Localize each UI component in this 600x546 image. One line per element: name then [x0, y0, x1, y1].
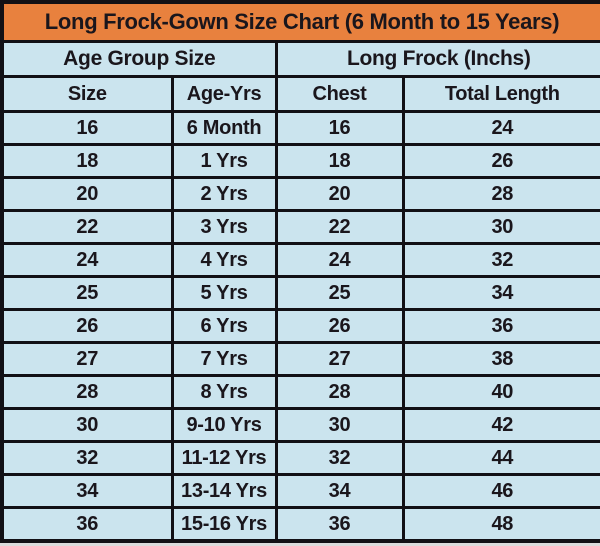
column-group-row: Age Group Size Long Frock (Inchs)	[0, 40, 600, 78]
table-cell: 18	[274, 143, 405, 179]
column-header-row: Size Age-Yrs Chest Total Length	[0, 75, 600, 113]
size-chart-header: Long Frock-Gown Size Chart (6 Month to 1…	[0, 0, 600, 113]
table-cell: 22	[0, 209, 174, 245]
table-cell: 36	[0, 506, 174, 543]
table-cell: 6 Yrs	[170, 308, 278, 344]
column-header-age-yrs: Age-Yrs	[170, 75, 278, 113]
title-row: Long Frock-Gown Size Chart (6 Month to 1…	[0, 0, 600, 43]
table-cell: 7 Yrs	[170, 341, 278, 377]
table-cell: 32	[0, 440, 174, 476]
table-cell: 28	[274, 374, 405, 410]
table-cell: 8 Yrs	[170, 374, 278, 410]
table-row: 34 13-14 Yrs 34 46	[0, 473, 600, 509]
table-cell: 5 Yrs	[170, 275, 278, 311]
table-cell: 20	[274, 176, 405, 212]
table-cell: 4 Yrs	[170, 242, 278, 278]
column-header-size: Size	[0, 75, 174, 113]
table-cell: 27	[0, 341, 174, 377]
table-cell: 11-12 Yrs	[170, 440, 278, 476]
table-cell: 6 Month	[170, 110, 278, 146]
size-table-body: 16 6 Month 16 24 18 1 Yrs 18 26 20 2 Yrs 20 28 22 3 Y…	[0, 110, 600, 543]
table-cell: 9-10 Yrs	[170, 407, 278, 443]
table-cell: 34	[0, 473, 174, 509]
table-cell: 25	[274, 275, 405, 311]
table-row: 22 3 Yrs 22 30	[0, 209, 600, 245]
table-cell: 16	[0, 110, 174, 146]
chart-title: Long Frock-Gown Size Chart (6 Month to 1…	[0, 0, 600, 43]
table-cell: 48	[401, 506, 600, 543]
table-cell: 22	[274, 209, 405, 245]
table-cell: 46	[401, 473, 600, 509]
table-row: 27 7 Yrs 27 38	[0, 341, 600, 377]
table-cell: 44	[401, 440, 600, 476]
table-row: 18 1 Yrs 18 26	[0, 143, 600, 179]
column-group-long-frock: Long Frock (Inchs)	[274, 40, 600, 78]
table-row: 32 11-12 Yrs 32 44	[0, 440, 600, 476]
table-cell: 2 Yrs	[170, 176, 278, 212]
table-cell: 18	[0, 143, 174, 179]
table-cell: 26	[0, 308, 174, 344]
table-row: 24 4 Yrs 24 32	[0, 242, 600, 278]
column-header-chest: Chest	[274, 75, 405, 113]
table-row: 20 2 Yrs 20 28	[0, 176, 600, 212]
table-cell: 16	[274, 110, 405, 146]
table-cell: 36	[274, 506, 405, 543]
table-cell: 34	[274, 473, 405, 509]
table-cell: 26	[274, 308, 405, 344]
column-header-total-length: Total Length	[401, 75, 600, 113]
table-cell: 24	[274, 242, 405, 278]
table-cell: 25	[0, 275, 174, 311]
table-cell: 38	[401, 341, 600, 377]
table-cell: 13-14 Yrs	[170, 473, 278, 509]
table-cell: 15-16 Yrs	[170, 506, 278, 543]
column-group-age: Age Group Size	[0, 40, 278, 78]
table-cell: 1 Yrs	[170, 143, 278, 179]
table-cell: 24	[401, 110, 600, 146]
table-cell: 30	[401, 209, 600, 245]
table-cell: 26	[401, 143, 600, 179]
table-cell: 42	[401, 407, 600, 443]
table-cell: 32	[401, 242, 600, 278]
table-row: 26 6 Yrs 26 36	[0, 308, 600, 344]
table-row: 25 5 Yrs 25 34	[0, 275, 600, 311]
table-cell: 24	[0, 242, 174, 278]
table-cell: 3 Yrs	[170, 209, 278, 245]
table-row: 28 8 Yrs 28 40	[0, 374, 600, 410]
table-cell: 30	[274, 407, 405, 443]
table-row: 36 15-16 Yrs 36 48	[0, 506, 600, 543]
table-cell: 28	[401, 176, 600, 212]
table-cell: 20	[0, 176, 174, 212]
table-cell: 27	[274, 341, 405, 377]
table-cell: 30	[0, 407, 174, 443]
table-row: 16 6 Month 16 24	[0, 110, 600, 146]
table-cell: 36	[401, 308, 600, 344]
table-cell: 40	[401, 374, 600, 410]
table-cell: 28	[0, 374, 174, 410]
table-cell: 32	[274, 440, 405, 476]
table-row: 30 9-10 Yrs 30 42	[0, 407, 600, 443]
table-cell: 34	[401, 275, 600, 311]
